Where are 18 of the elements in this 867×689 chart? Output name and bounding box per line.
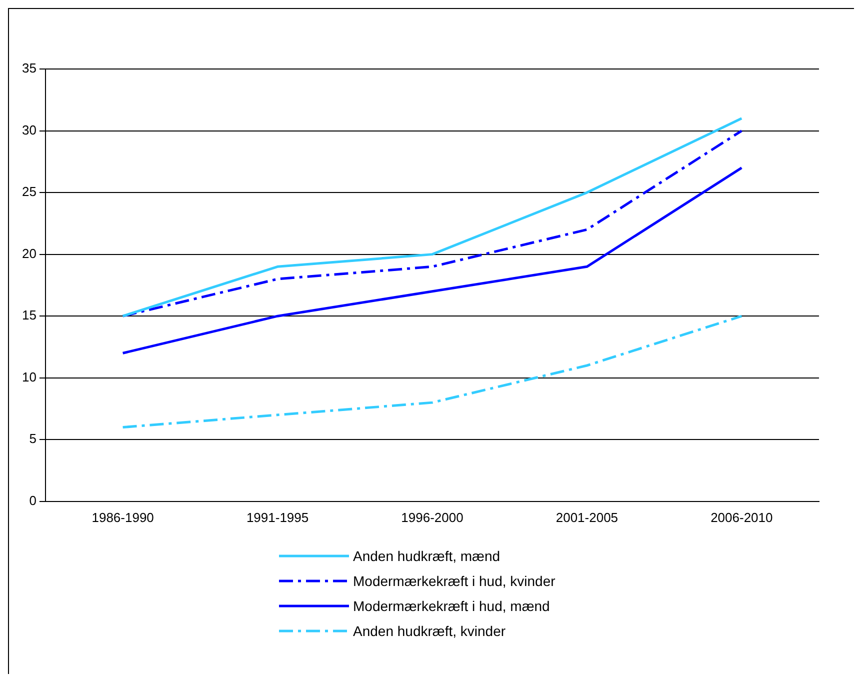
- legend-label: Modermærkekræft i hud, mænd: [353, 598, 550, 614]
- x-tick-label: 2006-2010: [710, 510, 773, 525]
- x-tick-label: 1986-1990: [92, 510, 154, 525]
- y-tick-label: 15: [22, 308, 36, 323]
- line-series: [122, 314, 743, 429]
- y-tick-label: 10: [22, 369, 36, 384]
- y-tick-label: 0: [29, 492, 36, 508]
- x-tick-label: 2001-2005: [556, 510, 618, 525]
- legend-label: Anden hudkræft, mænd: [353, 548, 500, 564]
- legend-label: Anden hudkræft, kvinder: [353, 622, 506, 638]
- y-tick-label: 25: [22, 184, 36, 200]
- y-tick-label: 30: [22, 122, 36, 138]
- legend-label: Modermærkekræft i hud, kvinder: [353, 572, 556, 588]
- y-tick-label: 20: [22, 246, 36, 261]
- x-tick-label: 1996-2000: [401, 510, 464, 525]
- y-tick-label: 35: [22, 60, 36, 76]
- x-tick-label: 1991-1995: [246, 510, 309, 525]
- y-tick-label: 5: [29, 431, 36, 446]
